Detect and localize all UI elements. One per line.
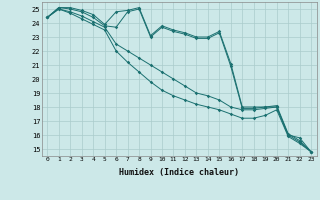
X-axis label: Humidex (Indice chaleur): Humidex (Indice chaleur) xyxy=(119,168,239,177)
